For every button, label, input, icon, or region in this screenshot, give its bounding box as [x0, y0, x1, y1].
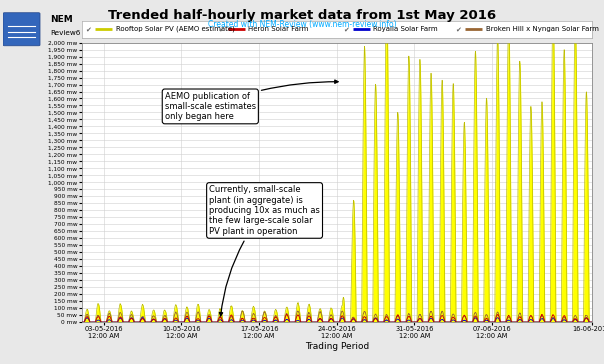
Text: Heron Solar Farm: Heron Solar Farm [248, 26, 309, 32]
Text: ✔: ✔ [455, 26, 461, 32]
Text: Trended half-hourly market data from 1st May 2016: Trended half-hourly market data from 1st… [108, 9, 496, 22]
Text: Broken Hill x Nyngan Solar Farm: Broken Hill x Nyngan Solar Farm [486, 26, 599, 32]
Text: Rooftop Solar PV (AEMO estimate): Rooftop Solar PV (AEMO estimate) [116, 26, 234, 32]
Text: Review6: Review6 [50, 30, 80, 36]
Text: ✔: ✔ [218, 26, 223, 32]
Text: ✔: ✔ [85, 26, 91, 32]
Text: ✔: ✔ [343, 26, 349, 32]
X-axis label: Trading Period: Trading Period [304, 342, 369, 351]
FancyBboxPatch shape [3, 13, 40, 46]
Text: Created with NEM-Review (www.nem-review.info): Created with NEM-Review (www.nem-review.… [208, 20, 396, 29]
Text: Currently, small-scale
plant (in aggregate) is
producing 10x as much as
the few : Currently, small-scale plant (in aggrega… [209, 185, 320, 316]
Text: AEMO publication of
small-scale estimates
only began here: AEMO publication of small-scale estimate… [165, 80, 338, 121]
Text: NEM: NEM [50, 15, 72, 24]
Text: Royalla Solar Farm: Royalla Solar Farm [373, 26, 438, 32]
